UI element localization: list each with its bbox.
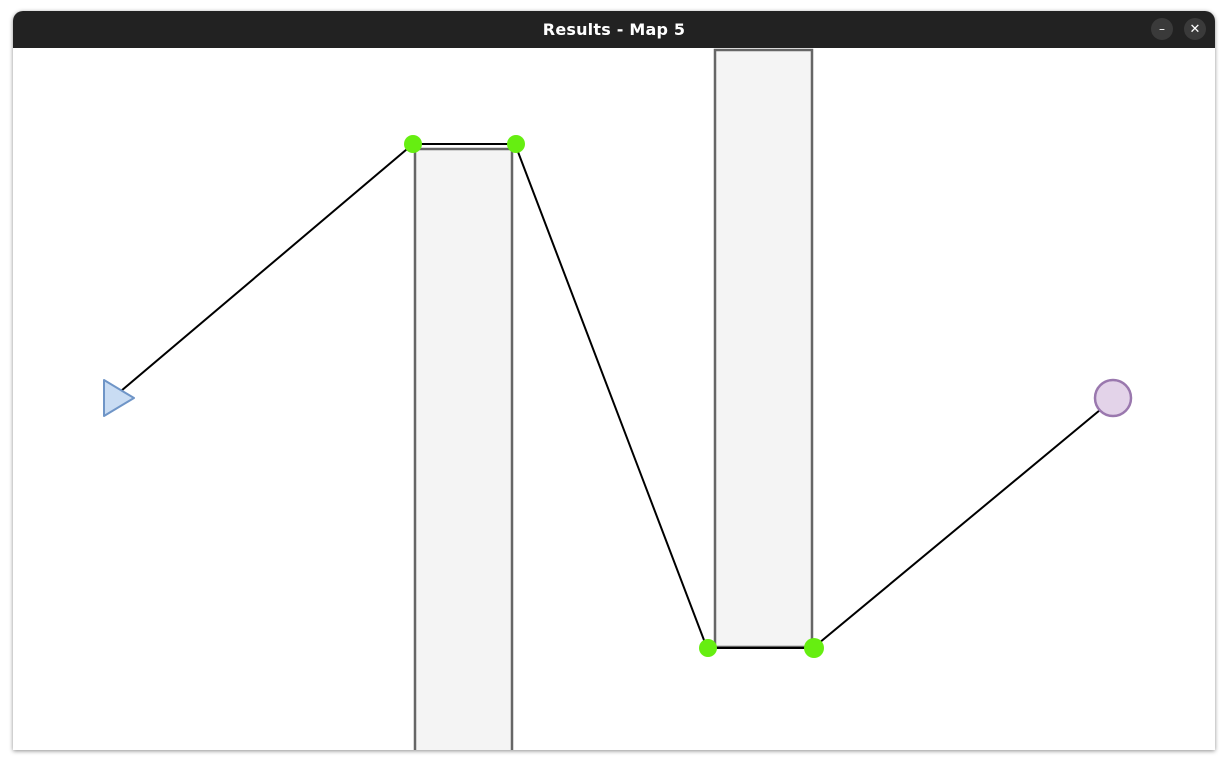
- waypoints: [404, 135, 824, 658]
- goal-circle-icon: [1093, 378, 1133, 418]
- waypoint: [404, 135, 422, 153]
- title-bar[interactable]: Results - Map 5 – ✕: [13, 11, 1215, 48]
- map-svg: [103, 48, 1133, 750]
- window-title: Results - Map 5: [542, 20, 686, 39]
- path-segment: [120, 143, 414, 392]
- close-button[interactable]: ✕: [1184, 18, 1206, 40]
- obstacle-right: [713, 48, 814, 649]
- close-icon: ✕: [1189, 21, 1201, 37]
- waypoint: [804, 638, 824, 658]
- path-segment: [812, 409, 1101, 649]
- minimize-icon: –: [1159, 22, 1165, 36]
- path: [120, 143, 1101, 649]
- waypoint: [507, 135, 525, 153]
- waypoint: [699, 639, 717, 657]
- obstacle-left: [413, 147, 514, 750]
- map-canvas: [13, 48, 1215, 750]
- start-triangle-icon: [103, 379, 135, 417]
- results-window: Results - Map 5 – ✕: [13, 11, 1215, 750]
- path-segment: [514, 143, 708, 649]
- minimize-button[interactable]: –: [1151, 18, 1173, 40]
